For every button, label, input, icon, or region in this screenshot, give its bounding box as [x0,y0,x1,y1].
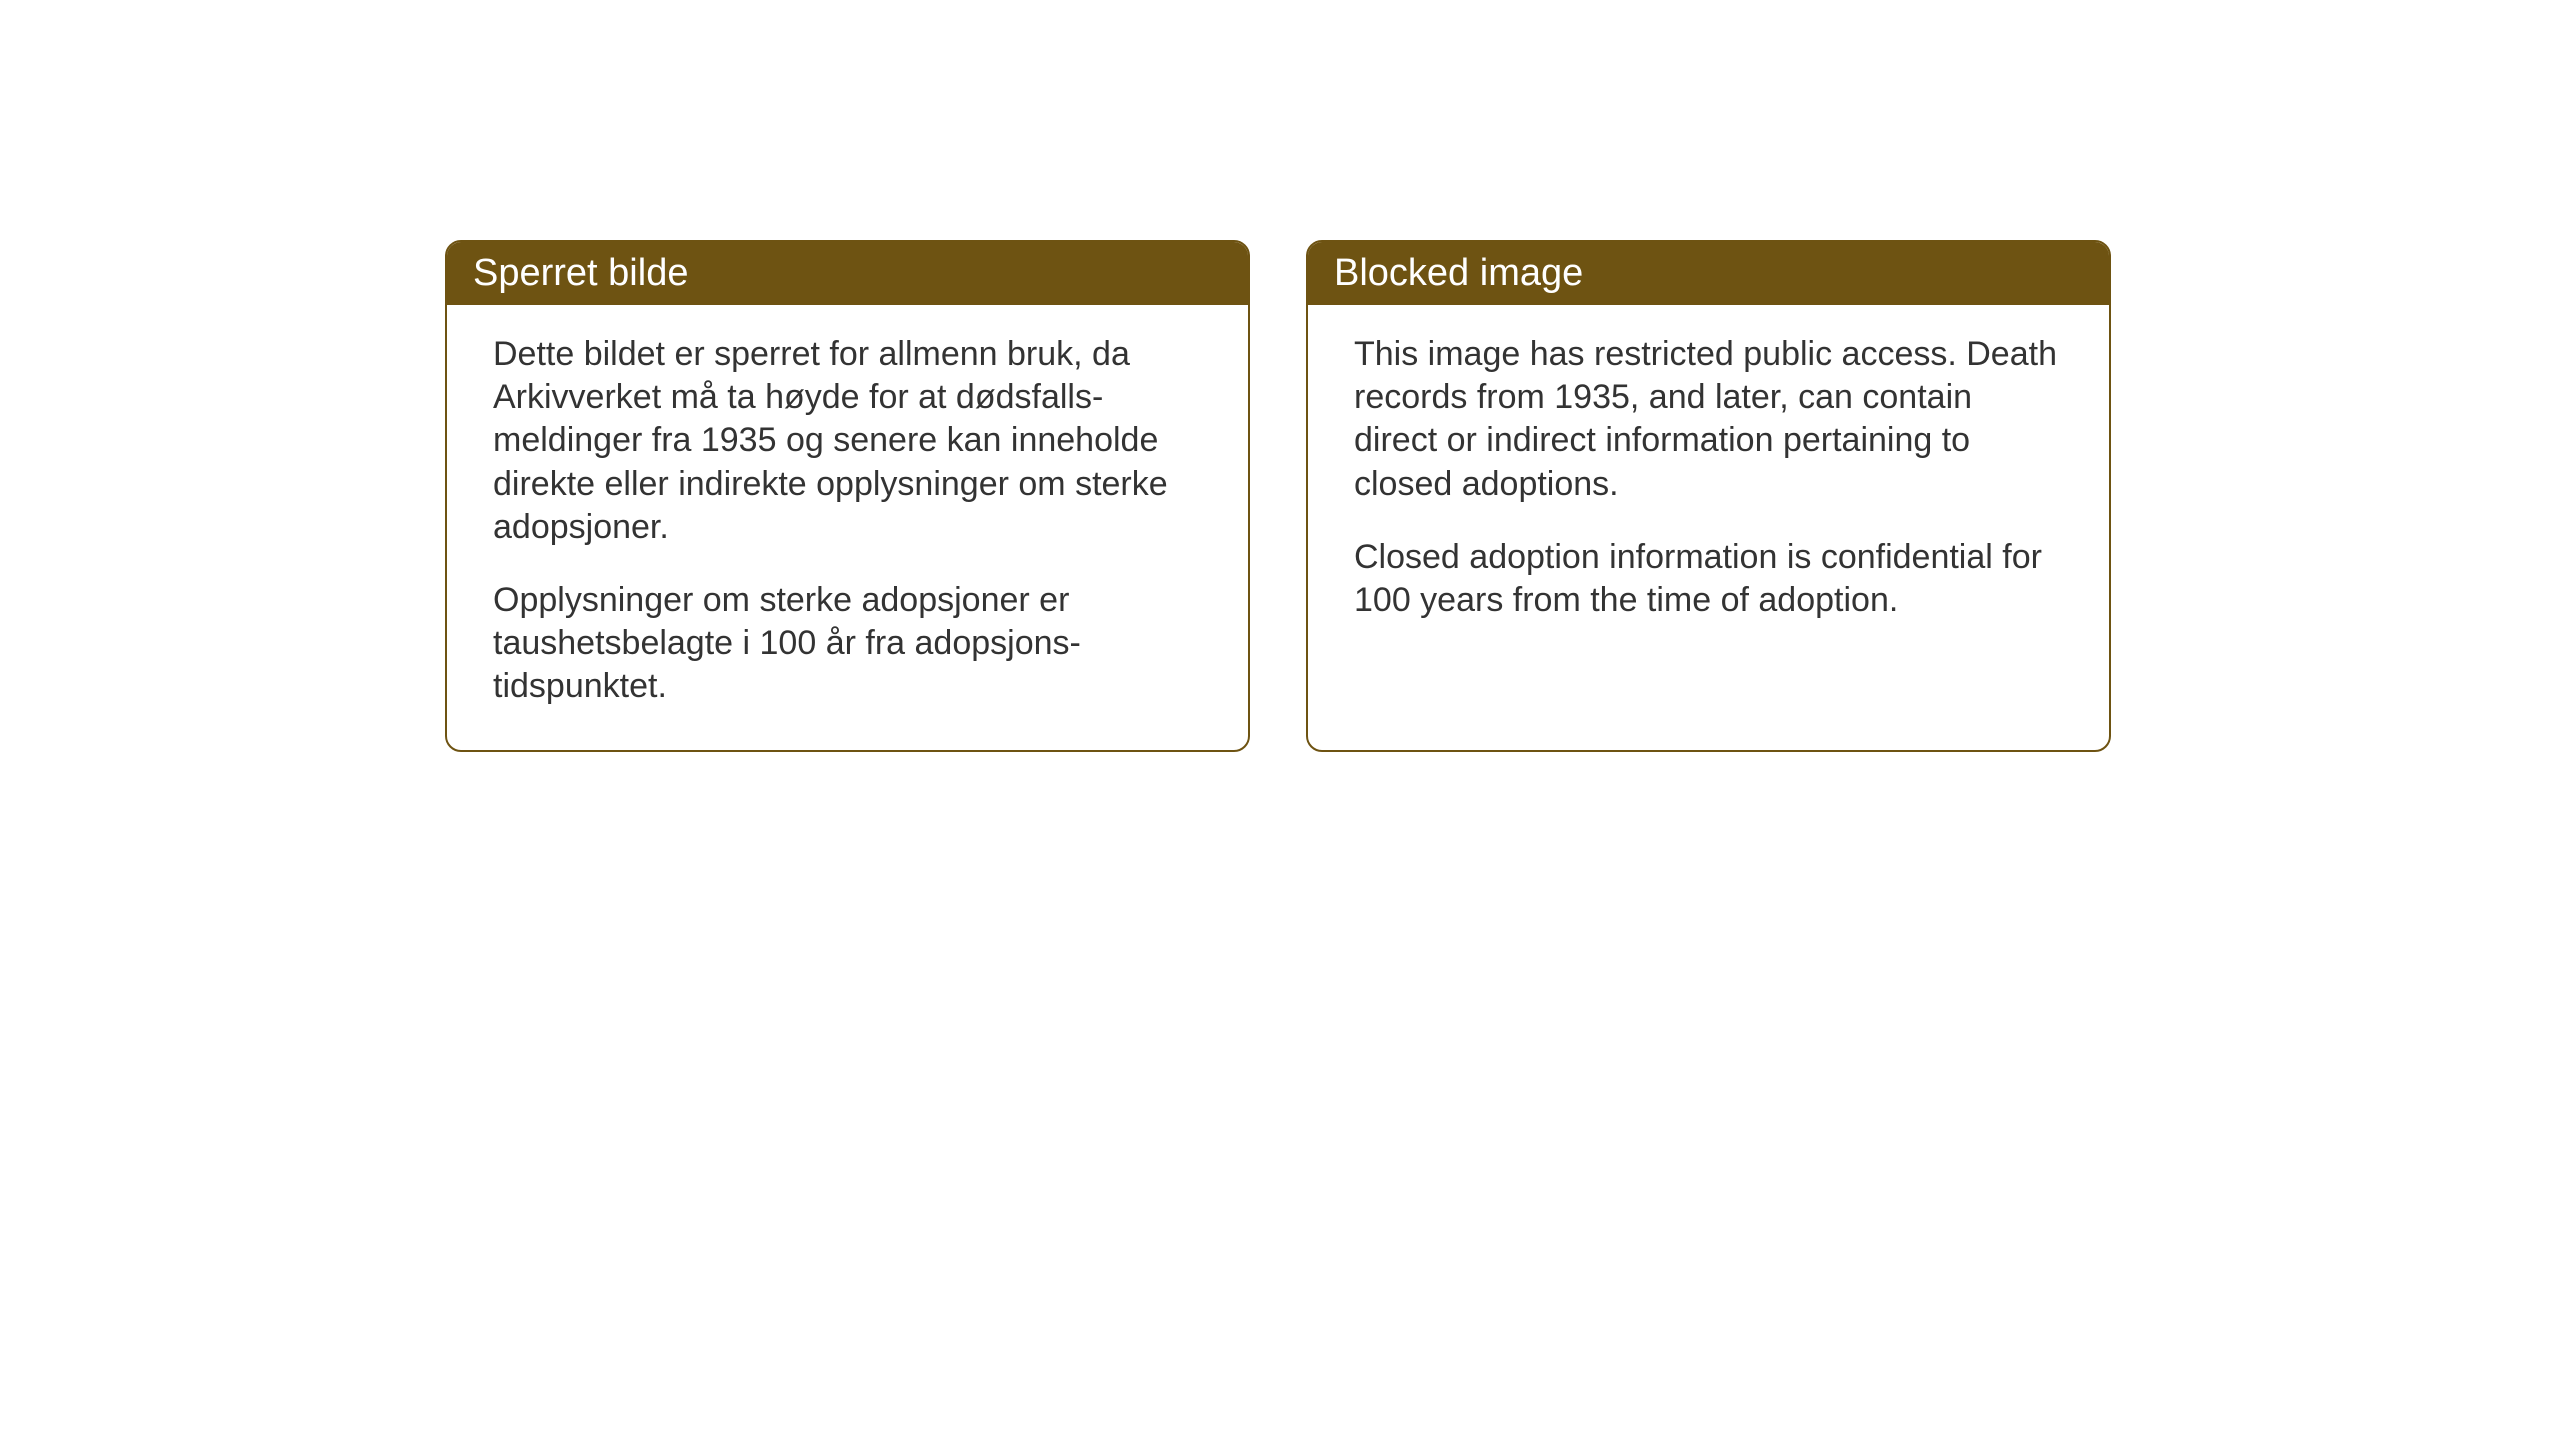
notice-paragraph-1-norwegian: Dette bildet er sperret for allmenn bruk… [493,333,1202,549]
notice-box-norwegian: Sperret bilde Dette bildet er sperret fo… [445,240,1250,752]
notice-paragraph-2-norwegian: Opplysninger om sterke adopsjoner er tau… [493,579,1202,709]
notice-body-norwegian: Dette bildet er sperret for allmenn bruk… [447,305,1248,744]
notice-title-norwegian: Sperret bilde [473,252,688,294]
notice-paragraph-2-english: Closed adoption information is confident… [1354,536,2063,622]
notice-title-english: Blocked image [1334,252,1583,294]
notice-header-english: Blocked image [1308,242,2109,305]
notice-paragraph-1-english: This image has restricted public access.… [1354,333,2063,506]
notice-container: Sperret bilde Dette bildet er sperret fo… [445,240,2111,752]
notice-header-norwegian: Sperret bilde [447,242,1248,305]
notice-body-english: This image has restricted public access.… [1308,305,2109,658]
notice-box-english: Blocked image This image has restricted … [1306,240,2111,752]
